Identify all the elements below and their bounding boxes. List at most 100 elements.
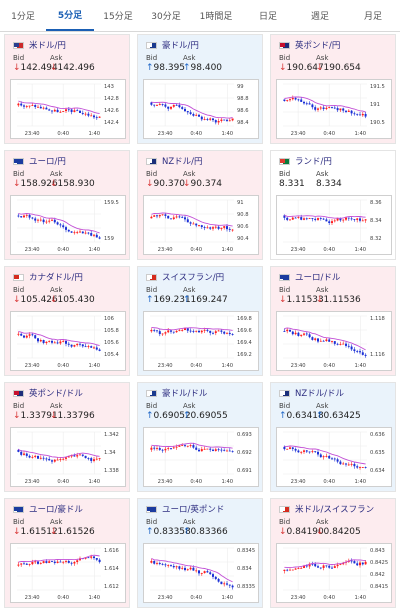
candle-body <box>84 455 87 459</box>
moving-average-line <box>18 330 100 347</box>
currency-card[interactable]: 英ポンド/円 Bid Ask ↓190.647 ↓190.654 191.5 19… <box>270 34 396 144</box>
candle-body <box>158 214 161 217</box>
candle-body <box>217 330 220 332</box>
candle-body <box>198 225 200 226</box>
candlestick-chart[interactable]: 0.843 0.8425 0.842 0.8415 23:40 0:40 1:40 <box>276 543 392 603</box>
currency-pair-name[interactable]: ユーロ/円 <box>29 157 66 167</box>
candle-body <box>303 218 305 220</box>
candlestick-chart[interactable]: 159.5 159 23:40 0:40 1:40 <box>10 195 126 255</box>
chart-svg: 1.616 1.614 1.612 23:40 0:40 1:40 <box>17 547 120 601</box>
currency-card[interactable]: スイスフラン/円 Bid Ask ↑169.231 ↑169.247 169.8… <box>137 266 263 376</box>
candlestick-chart[interactable]: 106 105.8 105.6 105.4 23:40 0:40 1:40 <box>10 311 126 371</box>
currency-pair-name[interactable]: ランド/円 <box>295 157 332 167</box>
candlestick-chart[interactable]: 1.342 1.34 1.338 23:40 0:40 1:40 <box>10 427 126 487</box>
currency-pair-name[interactable]: NZドル/円 <box>162 157 203 167</box>
candlestick-chart[interactable]: 0.636 0.635 0.634 23:40 0:40 1:40 <box>276 427 392 487</box>
currency-pair-name[interactable]: NZドル/ドル <box>295 389 345 399</box>
currency-pair-name[interactable]: ユーロ/英ポンド <box>162 505 225 515</box>
currency-card[interactable]: カナダドル/円 Bid Ask ↓105.426 ↓105.430 106 105… <box>4 266 130 376</box>
x-tick-label: 1:40 <box>88 363 100 369</box>
candle-body <box>212 332 214 334</box>
currency-card[interactable]: 豪ドル/ドル Bid Ask ↑0.69052 ↑0.69055 0.693 0.… <box>137 382 263 492</box>
card-header: ユーロ/英ポンド <box>146 503 224 515</box>
chart-svg: 8.36 8.34 8.32 23:40 0:40 1:40 <box>283 199 382 253</box>
y-tick-label: 105.8 <box>104 328 119 334</box>
currency-pair-name[interactable]: ユーロ/豪ドル <box>29 505 83 515</box>
ask-price: 8.334 <box>316 179 342 189</box>
currency-pair-name[interactable]: 米ドル/スイスフラン <box>295 505 375 515</box>
tab-7[interactable]: 週足 <box>310 12 329 22</box>
currency-card[interactable]: NZドル/ドル Bid Ask ↑0.63418 ↑0.63425 0.636 0… <box>270 382 396 492</box>
x-tick-label: 0:40 <box>323 131 335 137</box>
candle-body <box>175 566 178 568</box>
currency-card[interactable]: ユーロ/豪ドル Bid Ask ↓1.61512 ↓1.61526 1.616 1… <box>4 498 130 608</box>
candlestick-chart[interactable]: 0.693 0.692 0.691 23:40 0:40 1:40 <box>143 427 259 487</box>
candle-body <box>53 109 56 112</box>
currency-pair-name[interactable]: 英ポンド/ドル <box>29 389 83 399</box>
currency-pair-name[interactable]: スイスフラン/円 <box>162 273 225 283</box>
bid-price: ↓190.647 <box>279 63 324 73</box>
currency-card[interactable]: 米ドル/円 Bid Ask ↓142.494 ↓142.496 143 142.8… <box>4 34 130 144</box>
candlestick-chart[interactable]: 191.5 191 190.5 23:40 0:40 1:40 <box>276 79 392 139</box>
candle-body <box>93 556 95 559</box>
bid-label: Bid <box>146 402 158 410</box>
candle-body <box>359 562 361 566</box>
y-tick-label: 0.635 <box>370 450 385 456</box>
currency-card[interactable]: ユーロ/円 Bid Ask ↓158.926 ↓158.930 159.5 159… <box>4 150 130 260</box>
candlestick-chart[interactable]: 143 142.8 142.6 142.4 23:40 0:40 1:40 <box>10 79 126 139</box>
candle-body <box>300 99 303 102</box>
candle-body <box>231 585 234 588</box>
currency-pair-name[interactable]: 豪ドル/円 <box>162 41 199 51</box>
bid-label: Bid <box>13 286 25 294</box>
currency-card[interactable]: 豪ドル/円 Bid Ask ↑98.395 ↑98.400 99 98.8 98.6… <box>137 34 263 144</box>
arrow-down-icon: ↓ <box>183 179 191 189</box>
candle-body <box>217 449 220 451</box>
currency-card[interactable]: ユーロ/英ポンド Bid Ask ↑0.83358 ↑0.83366 0.834… <box>137 498 263 608</box>
currency-pair-name[interactable]: 英ポンド/円 <box>295 41 341 51</box>
price-values: ↑0.83358 ↑0.83366 <box>146 527 228 538</box>
currency-card[interactable]: ユーロ/ドル Bid Ask ↓1.11533 ↓1.11536 1.118 1.… <box>270 266 396 376</box>
candle-body <box>186 328 189 331</box>
candle-body <box>303 450 305 452</box>
candle-body <box>34 455 37 457</box>
currency-pair-name[interactable]: ユーロ/ドル <box>295 273 341 283</box>
candle-body <box>156 330 158 332</box>
currency-pair-name[interactable]: 豪ドル/ドル <box>162 389 208 399</box>
candlestick-chart[interactable]: 1.118 1.116 23:40 0:40 1:40 <box>276 311 392 371</box>
candlestick-chart[interactable]: 169.8 169.6 169.4 169.2 23:40 0:40 1:40 <box>143 311 259 371</box>
tab-3[interactable]: 15分足 <box>103 12 133 22</box>
candle-body <box>198 449 200 452</box>
candlestick-chart[interactable]: 1.616 1.614 1.612 23:40 0:40 1:40 <box>10 543 126 603</box>
tab-5[interactable]: 1時間足 <box>199 12 233 22</box>
bid-price: ↓1.61512 <box>13 527 58 537</box>
tab-2[interactable]: 5分足 <box>46 0 94 31</box>
currency-card[interactable]: 米ドル/スイスフラン Bid Ask ↓0.84190 ↓0.84205 0.8… <box>270 498 396 608</box>
currency-card[interactable]: 英ポンド/ドル Bid Ask ↓1.33791 ↓1.33796 1.342 1… <box>4 382 130 492</box>
currency-card[interactable]: NZドル/円 Bid Ask ↓90.370 ↓90.374 91 90.8 90.… <box>137 150 263 260</box>
currency-card[interactable]: ランド/円 Bid Ask 8.331 8.334 8.36 8.34 8.32 23… <box>270 150 396 260</box>
candlestick-chart[interactable]: 0.8345 0.834 0.8335 23:40 0:40 1:40 <box>143 543 259 603</box>
currency-pair-name[interactable]: カナダドル/円 <box>29 273 83 283</box>
candle-body <box>87 346 90 347</box>
candle-body <box>195 447 198 450</box>
price-values: ↓158.926 ↓158.930 <box>13 179 95 190</box>
candle-body <box>28 105 31 107</box>
currency-pair-name[interactable]: 米ドル/円 <box>29 41 66 51</box>
candlestick-chart[interactable]: 8.36 8.34 8.32 23:40 0:40 1:40 <box>276 195 392 255</box>
y-tick-label: 0.8345 <box>237 548 255 554</box>
candlestick-chart[interactable]: 91 90.8 90.6 90.4 23:40 0:40 1:40 <box>143 195 259 255</box>
tab-4[interactable]: 30分足 <box>151 12 181 22</box>
candle-body <box>67 456 70 458</box>
tab-6[interactable]: 日足 <box>258 12 277 22</box>
tab-1[interactable]: 1分足 <box>11 12 35 22</box>
candle-body <box>95 347 98 350</box>
candle-body <box>353 349 356 352</box>
candlestick-chart[interactable]: 99 98.8 98.6 98.4 23:40 0:40 1:40 <box>143 79 259 139</box>
moving-average-line <box>151 101 233 119</box>
candle-body <box>37 338 39 342</box>
tab-8[interactable]: 月足 <box>363 12 382 22</box>
candle-body <box>79 343 81 345</box>
candle-body <box>203 571 206 574</box>
candle-body <box>45 221 48 223</box>
x-tick-label: 23:40 <box>291 595 306 601</box>
